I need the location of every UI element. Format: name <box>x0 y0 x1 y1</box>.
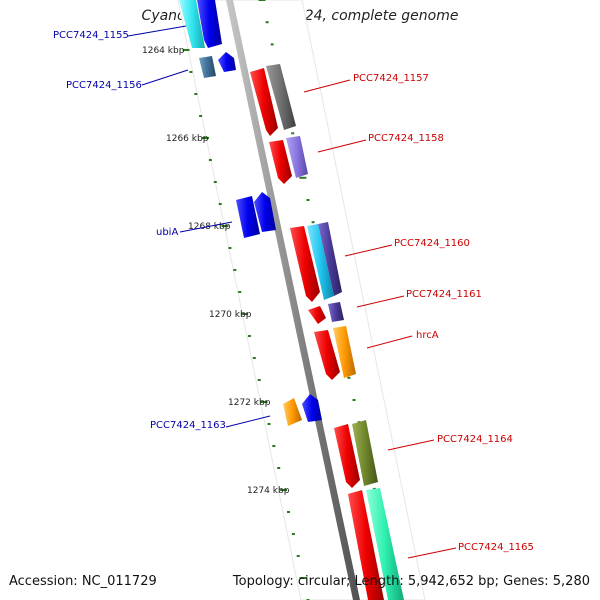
tick-mark <box>202 137 209 139</box>
tick-mark <box>257 379 261 381</box>
tick-mark <box>260 401 268 403</box>
gene-feature-1156b <box>218 52 236 72</box>
leader-lines <box>127 25 457 559</box>
tick-mark <box>299 176 307 179</box>
tick-mark <box>218 203 222 205</box>
gene-feature-1160c <box>318 222 342 296</box>
tick-mark <box>287 511 290 513</box>
leader-line <box>344 244 393 257</box>
tick-mark <box>233 269 237 271</box>
scale-label: 1274 kbp <box>247 486 290 496</box>
tick-mark <box>228 247 232 249</box>
gene-labels: PCC7424_1155 PCC7424_1156 PCC7424_1157 P… <box>53 30 534 553</box>
tick-mark <box>291 132 295 135</box>
leader-line <box>303 79 351 93</box>
leader-line <box>141 69 189 86</box>
scale-label: 1270 kbp <box>209 310 252 320</box>
gene-label-1161[interactable]: PCC7424_1161 <box>406 289 482 300</box>
gene-label-1160[interactable]: PCC7424_1160 <box>394 238 470 249</box>
gene-feature-ubiA-a <box>236 196 260 238</box>
tick-mark <box>277 467 281 469</box>
gene-feature-1161a <box>308 306 326 324</box>
gene-label-1157[interactable]: PCC7424_1157 <box>353 73 429 84</box>
gene-label-hrcA[interactable]: hrcA <box>416 330 439 341</box>
tick-mark <box>182 49 190 51</box>
tick-mark <box>213 181 217 183</box>
tick-mark <box>352 399 356 401</box>
gene-label-1165[interactable]: PCC7424_1165 <box>458 542 534 553</box>
scale-labels: 1264 kbp 1266 kbp 1268 kbp 1270 kbp 1272… <box>142 46 290 496</box>
tick-mark <box>247 335 251 337</box>
gene-feature-1160a <box>290 226 320 302</box>
leader-line <box>317 139 367 153</box>
gene-feature-1155b <box>197 0 222 48</box>
leader-line <box>179 221 233 233</box>
gene-label-1164[interactable]: PCC7424_1164 <box>437 434 513 445</box>
gene-feature-1156a <box>199 56 216 78</box>
tick-mark <box>189 71 193 73</box>
gene-feature-ubiA-b <box>254 192 276 232</box>
genome-summary-text: Topology: circular; Length: 5,942,652 bp… <box>232 574 590 589</box>
scale-label: 1264 kbp <box>142 46 185 56</box>
scale-label: 1272 kbp <box>228 398 271 408</box>
gene-label-1158[interactable]: PCC7424_1158 <box>368 133 444 144</box>
gene-feature-hrcA-b <box>333 326 356 378</box>
scale-label: 1268 kbp <box>188 222 231 232</box>
gene-feature-1165b <box>366 488 404 600</box>
tick-mark <box>208 159 212 161</box>
gene-label-ubiA[interactable]: ubiA <box>156 227 178 238</box>
tick-mark <box>267 423 271 425</box>
scale-label: 1266 kbp <box>166 134 209 144</box>
leader-line <box>407 547 457 559</box>
gene-feature-1161b <box>328 302 344 322</box>
minus-strand-features <box>179 0 322 426</box>
tick-mark <box>270 43 274 46</box>
tick-mark <box>194 93 198 95</box>
tick-mark <box>291 533 295 535</box>
leader-line <box>387 439 435 451</box>
tick-mark <box>252 357 256 359</box>
tick-mark <box>265 21 269 24</box>
tick-mark <box>258 0 266 1</box>
gene-feature-1165a <box>348 490 384 600</box>
backbone-line <box>226 0 360 600</box>
tick-mark <box>296 555 300 557</box>
gene-feature-1157b <box>266 64 296 130</box>
leader-line <box>366 335 413 349</box>
gene-label-1156[interactable]: PCC7424_1156 <box>66 80 142 91</box>
accession-text: Accession: NC_011729 <box>9 574 157 589</box>
gene-feature-1158b <box>286 136 308 178</box>
leader-line <box>225 415 271 428</box>
gene-feature-1163b <box>302 394 322 422</box>
plus-strand-features <box>250 64 404 600</box>
gene-feature-1158a <box>269 140 292 184</box>
gene-feature-1157a <box>250 68 278 136</box>
gene-feature-1155a <box>179 0 205 48</box>
gene-label-1155[interactable]: PCC7424_1155 <box>53 30 129 41</box>
tick-mark <box>306 199 310 201</box>
gene-feature-1164b <box>352 420 378 486</box>
tick-mark <box>299 577 307 579</box>
tick-mark <box>280 489 288 491</box>
leader-line <box>127 25 187 37</box>
tick-mark <box>221 225 229 227</box>
gene-feature-1160b <box>307 224 334 300</box>
leader-line <box>356 295 405 308</box>
tick-mark <box>199 115 203 117</box>
tick-mark <box>238 291 242 293</box>
gene-feature-1164a <box>334 424 360 488</box>
tick-mark <box>347 376 351 379</box>
tick-mark <box>311 221 315 224</box>
gene-label-1163[interactable]: PCC7424_1163 <box>150 420 226 431</box>
gene-feature-hrcA-a <box>314 330 340 380</box>
gene-feature-1163a <box>283 398 302 426</box>
tick-mark <box>241 313 249 315</box>
tick-mark <box>272 445 276 447</box>
